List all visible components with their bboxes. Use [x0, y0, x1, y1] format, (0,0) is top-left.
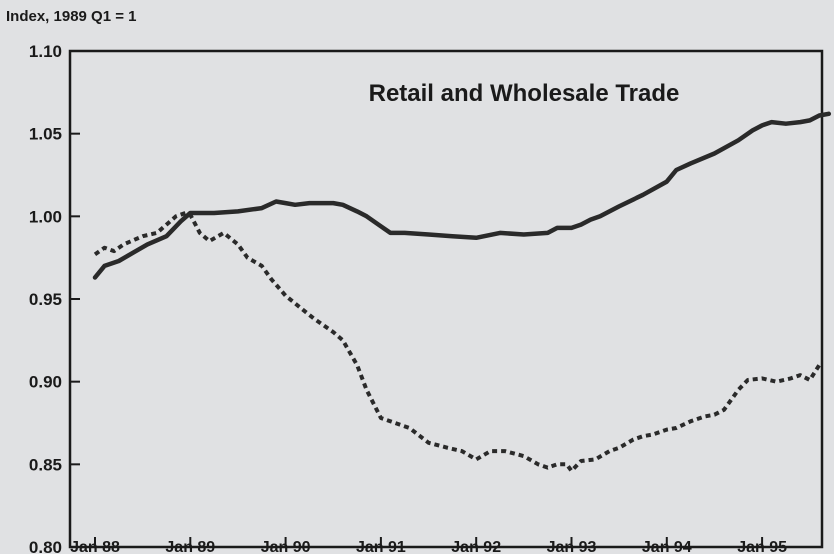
x-tick-label: Jan 89: [165, 539, 215, 554]
y-tick-label: 1.05: [29, 125, 62, 144]
x-tick-label: Jan 90: [261, 539, 311, 554]
x-tick-label: Jan 88: [70, 539, 120, 554]
y-tick-label: 0.90: [29, 373, 62, 392]
chart-title: Retail and Wholesale Trade: [369, 80, 680, 107]
y-tick-label: 0.85: [29, 455, 62, 474]
x-tick-label: Jan 92: [451, 539, 501, 554]
x-tick-label: Jan 95: [737, 539, 787, 554]
y-axis-label: Index, 1989 Q1 = 1: [6, 8, 137, 25]
series-lines: [92, 111, 832, 473]
x-tick-label: Jan 93: [547, 539, 597, 554]
solid-series-line: [92, 111, 832, 280]
dotted-series-line: [93, 211, 821, 473]
x-tick-label: Jan 91: [356, 539, 406, 554]
y-axis: 0.80 0.85 0.90 0.95 1.00 1.05 1.10: [29, 42, 80, 554]
y-tick-label: 0.95: [29, 290, 62, 309]
x-tick-label: Jan 94: [642, 539, 692, 554]
y-tick-label: 0.80: [29, 538, 62, 554]
x-axis: Jan 88 Jan 89 Jan 90 Jan 91 Jan 92 Jan 93 Jan …: [70, 537, 787, 554]
y-tick-label: 1.00: [29, 207, 62, 226]
y-tick-label: 1.10: [29, 42, 62, 61]
plot-frame: [68, 49, 824, 549]
